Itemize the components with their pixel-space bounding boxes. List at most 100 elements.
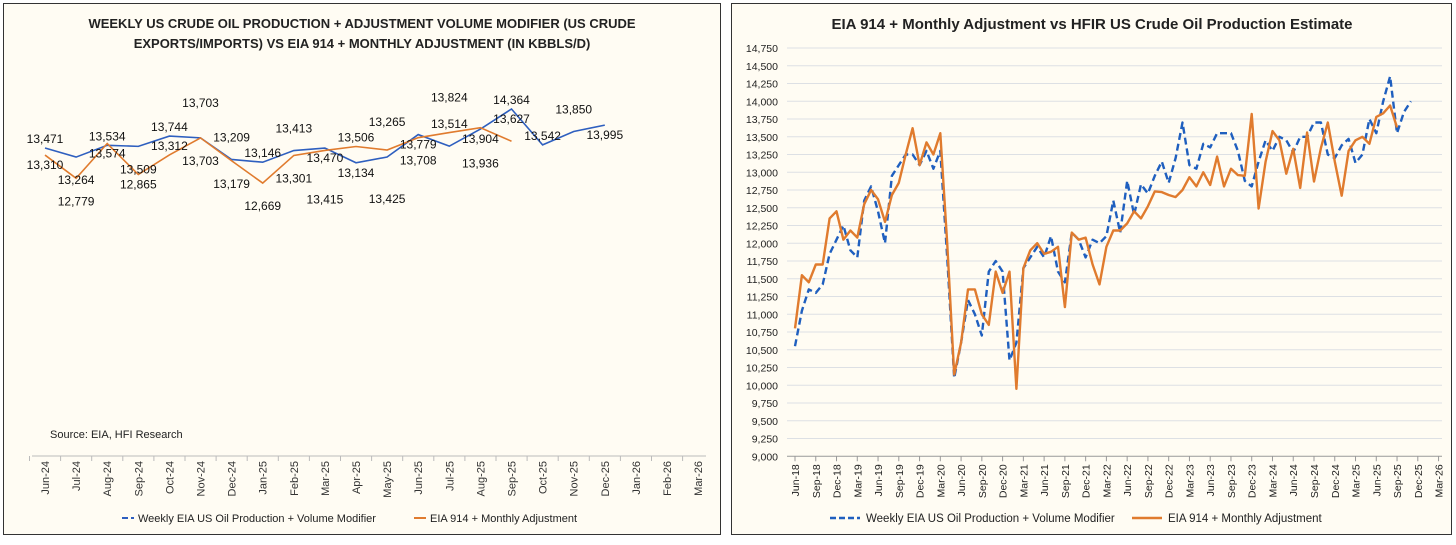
x-tick-label: Aug-24	[102, 461, 114, 496]
y-tick-label: 9,750	[752, 398, 778, 410]
x-tick-label: Feb-26	[662, 461, 674, 496]
x-tick-label: Nov-25	[569, 461, 581, 496]
data-label: 13,425	[369, 192, 406, 206]
data-label: 13,310	[27, 158, 64, 172]
y-tick-label: 10,750	[746, 327, 778, 339]
series-line-weekly	[44, 107, 605, 164]
y-tick-label: 12,500	[746, 203, 778, 215]
y-tick-label: 10,000	[746, 380, 778, 392]
data-label: 13,312	[151, 139, 188, 153]
x-tick-label: Jun-25	[413, 461, 425, 495]
data-label: 13,506	[338, 130, 375, 144]
x-tick-label: Jun-22	[1122, 464, 1134, 496]
x-tick-label: May-25	[382, 461, 394, 498]
data-label: 13,542	[524, 129, 561, 143]
y-tick-label: 9,500	[752, 416, 778, 428]
data-label: 13,574	[89, 147, 126, 161]
data-label: 13,850	[555, 102, 592, 116]
data-label: 13,470	[307, 151, 344, 165]
x-tick-label: Sep-24	[1309, 464, 1321, 498]
chart-title: EIA 914 + Monthly Adjustment vs HFIR US …	[831, 16, 1352, 33]
right-chart-panel: EIA 914 + Monthly Adjustment vs HFIR US …	[731, 3, 1452, 535]
x-tick-label: Dec-23	[1247, 464, 1259, 498]
y-tick-label: 13,500	[746, 132, 778, 144]
data-label: 13,264	[58, 173, 95, 187]
x-tick-label: Sep-19	[894, 464, 906, 498]
x-tick-label: Sep-18	[811, 464, 823, 498]
x-tick-label: Mar-19	[852, 464, 864, 497]
x-tick-label: Jan-26	[631, 461, 643, 495]
x-tick-label: Sep-20	[977, 464, 989, 498]
data-label: 13,209	[213, 130, 250, 144]
left-chart: WEEKLY US CRUDE OIL PRODUCTION + ADJUSTM…	[27, 16, 706, 525]
data-label: 13,703	[182, 96, 219, 110]
x-tick-label: Oct-24	[164, 461, 176, 494]
data-label: 13,824	[431, 91, 468, 105]
data-label: 13,904	[462, 132, 499, 146]
data-label: 13,301	[275, 171, 312, 185]
x-tick-label: Mar-21	[1018, 464, 1030, 497]
chart-title-line: EXPORTS/IMPORTS) VS EIA 914 + MONTHLY AD…	[134, 36, 591, 51]
data-label: 13,995	[586, 128, 623, 142]
x-tick-label: Feb-25	[289, 461, 301, 496]
x-tick-label: Mar-26	[693, 461, 705, 496]
x-tick-label: Dec-25	[600, 461, 612, 496]
data-label: 13,744	[151, 120, 188, 134]
data-label: 13,415	[307, 192, 344, 206]
data-label: 13,936	[462, 157, 499, 171]
data-label: 13,509	[120, 162, 157, 176]
x-tick-label: Jun-20	[956, 464, 968, 496]
data-label: 13,471	[27, 132, 64, 146]
source-note: Source: EIA, HFI Research	[50, 429, 183, 441]
y-tick-label: 11,250	[747, 292, 778, 304]
chart-title-line: WEEKLY US CRUDE OIL PRODUCTION + ADJUSTM…	[88, 16, 635, 31]
legend-label: EIA 914 + Monthly Adjustment	[1168, 513, 1323, 525]
y-tick-label: 9,250	[752, 434, 778, 446]
y-tick-label: 12,000	[746, 238, 778, 250]
legend-label: Weekly EIA US Oil Production + Volume Mo…	[138, 513, 376, 525]
x-tick-label: Apr-25	[351, 461, 363, 494]
x-tick-label: Mar-25	[320, 461, 332, 496]
y-tick-label: 12,750	[746, 185, 778, 197]
x-tick-label: Sep-25	[1392, 464, 1404, 498]
x-tick-label: Mar-20	[935, 464, 947, 497]
legend-label: EIA 914 + Monthly Adjustment	[430, 513, 577, 525]
x-tick-label: Dec-21	[1081, 464, 1093, 498]
data-label: 13,179	[213, 177, 250, 191]
x-tick-label: Jun-25	[1371, 464, 1383, 496]
x-tick-label: Dec-18	[832, 464, 844, 498]
y-tick-label: 11,000	[747, 309, 778, 321]
x-tick-label: Mar-24	[1267, 464, 1279, 497]
y-tick-label: 13,000	[746, 167, 778, 179]
x-tick-label: Oct-25	[538, 461, 550, 494]
y-tick-label: 14,750	[746, 43, 778, 55]
x-tick-label: Dec-25	[1413, 464, 1425, 498]
x-tick-label: Mar-26	[1434, 464, 1446, 497]
y-tick-label: 9,000	[752, 451, 778, 463]
data-label: 13,514	[431, 117, 468, 131]
y-tick-label: 11,500	[747, 274, 778, 286]
x-tick-label: Jun-23	[1205, 464, 1217, 496]
data-label: 13,779	[400, 138, 437, 152]
data-label: 13,703	[182, 154, 219, 168]
series-line-eia-914	[44, 126, 512, 185]
x-tick-label: Jan-25	[258, 461, 270, 495]
x-tick-label: Sep-21	[1060, 464, 1072, 498]
data-label: 12,779	[58, 194, 95, 208]
y-tick-label: 12,250	[746, 221, 778, 233]
x-tick-label: Sep-25	[507, 461, 519, 496]
x-tick-label: Jul-24	[71, 461, 83, 491]
y-tick-label: 13,250	[746, 150, 778, 162]
data-label: 13,708	[400, 154, 437, 168]
data-label: 13,265	[369, 115, 406, 129]
series-line-eia-914	[793, 104, 1399, 390]
data-label: 14,364	[493, 93, 530, 107]
x-tick-label: Jun-19	[873, 464, 885, 496]
legend-label: Weekly EIA US Oil Production + Volume Mo…	[866, 513, 1115, 525]
data-label: 13,534	[89, 129, 126, 143]
x-tick-label: Jul-25	[444, 461, 456, 491]
y-tick-label: 14,000	[746, 96, 778, 108]
y-tick-label: 14,500	[746, 61, 778, 73]
data-label: 12,669	[244, 199, 281, 213]
data-label: 13,413	[275, 122, 312, 136]
